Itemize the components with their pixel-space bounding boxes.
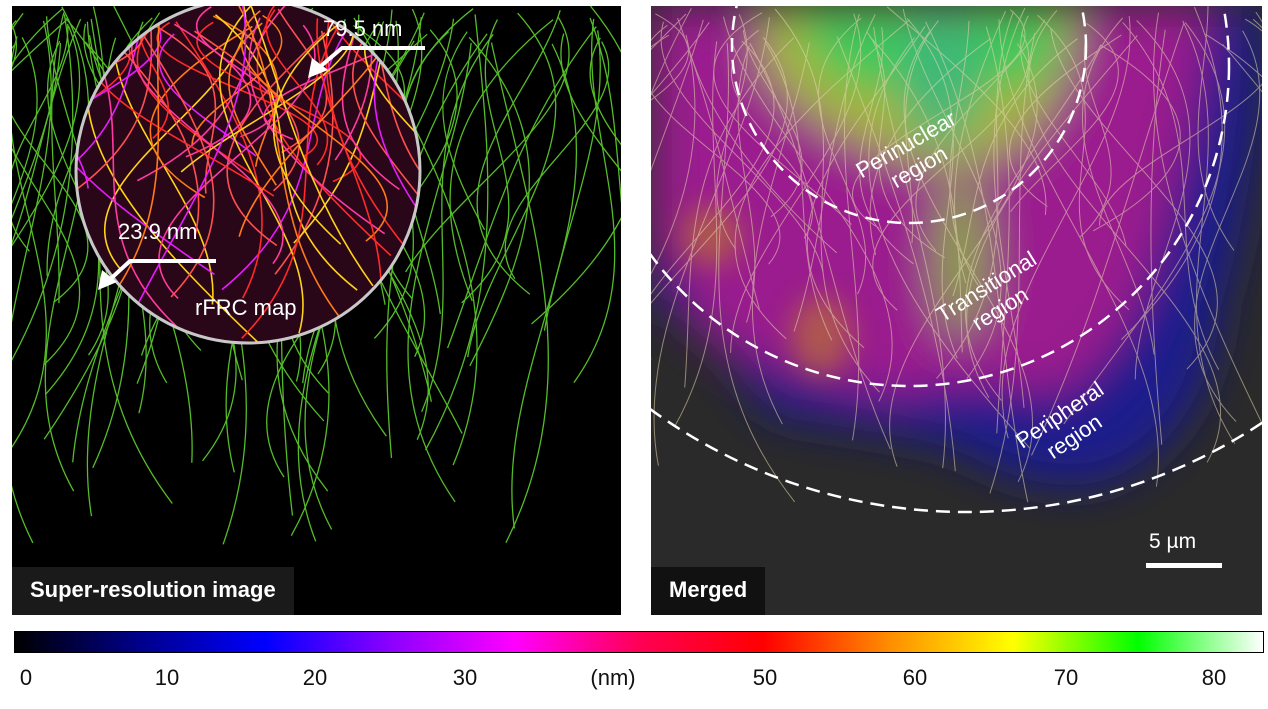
super-resolution-panel: 79.5 nm 23.9 nm rFRC map Super-resolutio… bbox=[12, 6, 621, 615]
scale-bar bbox=[1146, 563, 1222, 568]
colorbar-tick: 30 bbox=[452, 665, 478, 690]
microtubule-image bbox=[12, 6, 621, 545]
colorbar-tick: 20 bbox=[302, 665, 328, 690]
colorbar-tick: 50 bbox=[752, 665, 778, 690]
panel-label-super-resolution: Super-resolution image bbox=[12, 567, 294, 615]
arrow-left bbox=[103, 259, 216, 286]
merged-panel: Perinuclear region Transitional region P… bbox=[651, 6, 1262, 615]
scale-bar-label: 5 µm bbox=[1149, 530, 1197, 553]
arrow-top bbox=[313, 46, 425, 73]
panel-label-merged: Merged bbox=[651, 567, 766, 615]
colorbar-tick: 80 bbox=[1201, 665, 1227, 690]
colorbar-tick: 0 bbox=[19, 665, 33, 690]
inset-label: rFRC map bbox=[195, 295, 297, 320]
merged-image bbox=[651, 6, 1262, 568]
region-boundaries bbox=[651, 6, 1262, 514]
inset-border bbox=[74, 6, 422, 345]
colorbar-tick: 10 bbox=[154, 665, 180, 690]
annotation-23-9: 23.9 nm bbox=[118, 219, 198, 244]
colorbar-tick: 60 bbox=[902, 665, 928, 690]
annotation-79-5: 79.5 nm bbox=[323, 16, 403, 41]
colorbar-tick: 70 bbox=[1053, 665, 1079, 690]
colorbar-unit: (nm) bbox=[590, 665, 636, 690]
colorbar bbox=[14, 631, 1264, 653]
